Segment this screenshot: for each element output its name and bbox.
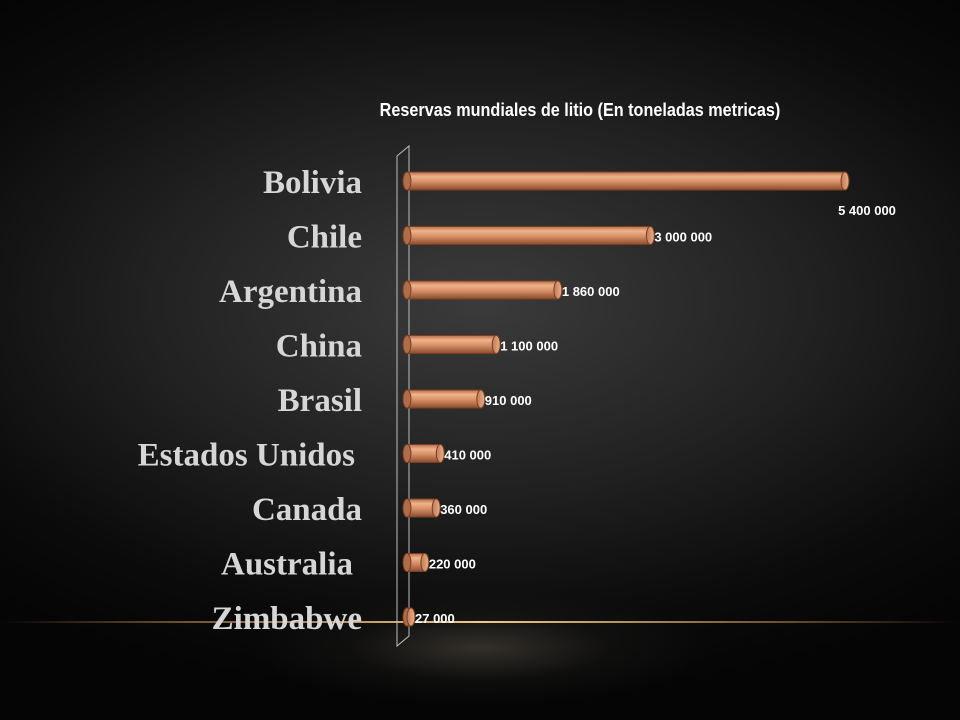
bar-end-cap — [840, 171, 850, 191]
bar — [402, 171, 850, 191]
category-label: Estados Unidos — [138, 438, 355, 474]
category-label: Bolivia — [263, 165, 362, 201]
value-label: 1 860 000 — [562, 284, 620, 299]
bar — [402, 498, 441, 518]
bar — [402, 226, 655, 245]
bar-end-cap — [491, 335, 501, 354]
bar-end-cap — [645, 226, 655, 245]
category-label: Argentina — [219, 274, 362, 310]
chart-title: Reservas mundiales de litio (En tonelada… — [379, 100, 781, 120]
axis-wall — [396, 144, 410, 648]
category-label: Brasil — [278, 383, 362, 419]
value-label: 910 000 — [485, 393, 532, 408]
bar-start-cap — [402, 335, 412, 354]
value-label: 410 000 — [444, 448, 491, 463]
bar-end-cap — [553, 280, 563, 300]
value-label: 360 000 — [440, 502, 487, 517]
bar-start-cap — [402, 226, 412, 245]
category-label: Canada — [252, 492, 362, 528]
bar — [402, 335, 501, 354]
bar-start-cap — [402, 280, 412, 300]
category-label: Zimbabwe — [212, 601, 362, 637]
bar-start-cap — [402, 498, 412, 518]
bar-body — [406, 444, 441, 463]
value-label: 5 400 000 — [838, 203, 896, 218]
bar — [402, 553, 430, 572]
category-label: Chile — [287, 220, 362, 256]
bar — [402, 607, 416, 627]
bar — [402, 280, 563, 300]
bar-end-cap — [420, 553, 430, 572]
bar-end-cap — [406, 607, 416, 627]
bar-end-cap — [435, 444, 445, 463]
bar-end-cap — [476, 389, 486, 409]
bar-end-cap — [431, 498, 441, 518]
bar-start-cap — [402, 171, 412, 191]
bar-body — [406, 335, 497, 354]
category-label: Australia — [221, 547, 353, 583]
bar-body — [406, 171, 846, 191]
bar-body — [406, 389, 482, 409]
bar-body — [406, 280, 559, 300]
value-label: 27 000 — [415, 611, 455, 626]
bar-start-cap — [402, 389, 412, 409]
bar-start-cap — [402, 444, 412, 463]
category-label: China — [276, 329, 362, 365]
value-label: 1 100 000 — [500, 339, 558, 354]
bar — [402, 389, 486, 409]
value-label: 220 000 — [429, 557, 476, 572]
bar-body — [406, 226, 651, 245]
value-label: 3 000 000 — [654, 230, 712, 245]
bar — [402, 444, 445, 463]
bar-start-cap — [402, 553, 412, 572]
